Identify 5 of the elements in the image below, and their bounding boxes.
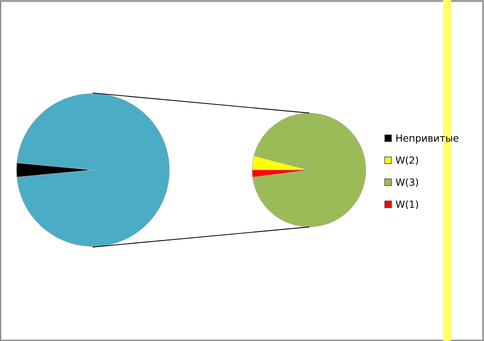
pie-slice bbox=[16, 93, 170, 247]
pie-slice bbox=[252, 112, 366, 228]
legend-label: W(3) bbox=[396, 178, 418, 187]
legend-label: W(1) bbox=[396, 200, 418, 210]
legend-label: W(2) bbox=[396, 156, 418, 165]
